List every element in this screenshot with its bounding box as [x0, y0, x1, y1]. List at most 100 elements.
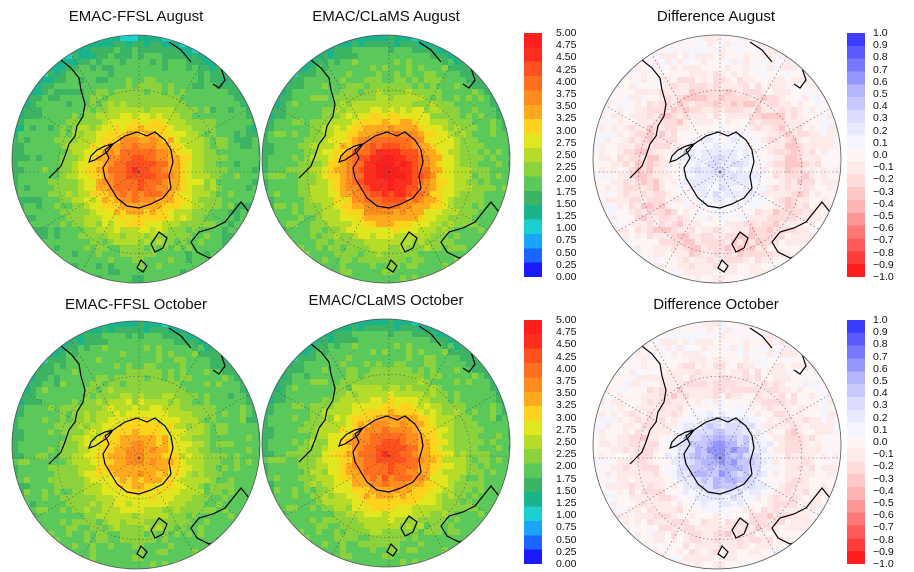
data-cell [623, 161, 630, 168]
data-cell [484, 263, 491, 270]
data-cell [466, 281, 473, 288]
data-cell [743, 89, 750, 96]
data-cell [18, 83, 25, 90]
data-cell [174, 221, 181, 228]
data-cell [198, 41, 205, 48]
data-cell [204, 95, 211, 102]
data-cell [424, 251, 431, 258]
data-cell [430, 221, 437, 228]
data-cell [755, 119, 762, 126]
data-cell [286, 65, 293, 72]
data-cell [262, 263, 269, 270]
data-cell [635, 113, 642, 120]
data-cell [490, 77, 497, 84]
data-cell [150, 65, 157, 72]
data-cell [623, 215, 630, 222]
data-cell [54, 101, 61, 108]
data-cell [78, 281, 85, 288]
data-cell [785, 167, 792, 174]
data-cell [508, 251, 515, 258]
data-cell [310, 191, 317, 198]
data-cell [204, 107, 211, 114]
data-cell [460, 149, 467, 156]
data-cell [743, 77, 750, 84]
data-cell [262, 65, 269, 72]
data-cell [204, 119, 211, 126]
data-cell [132, 41, 139, 48]
data-cell [186, 149, 193, 156]
data-cell [240, 59, 247, 66]
data-cell [496, 89, 503, 96]
data-cell [436, 173, 443, 180]
data-cell [743, 131, 750, 138]
data-cell [340, 113, 347, 120]
data-cell [222, 227, 229, 234]
data-cell [60, 173, 67, 180]
data-cell [370, 185, 377, 192]
data-cell [228, 65, 235, 72]
data-cell [623, 77, 630, 84]
data-cell [508, 77, 515, 84]
data-cell [743, 203, 750, 210]
data-cell [761, 203, 768, 210]
data-cell [222, 125, 229, 132]
data-cell [48, 233, 55, 240]
data-cell [304, 245, 311, 252]
data-cell [114, 251, 121, 258]
data-cell [761, 95, 768, 102]
data-cell [252, 137, 259, 144]
data-cell [412, 107, 419, 114]
data-cell [204, 101, 211, 108]
data-cell [210, 209, 217, 216]
data-cell [298, 281, 305, 288]
data-cell [400, 65, 407, 72]
data-cell [310, 95, 317, 102]
data-cell [114, 41, 121, 48]
data-cell [641, 221, 648, 228]
data-cell [12, 89, 19, 96]
data-cell [280, 269, 287, 276]
data-cell [228, 53, 235, 60]
data-cell [370, 101, 377, 108]
data-cell [803, 35, 810, 42]
data-cell [334, 35, 341, 42]
data-cell [629, 203, 636, 210]
data-cell [502, 221, 509, 228]
data-cell [430, 185, 437, 192]
data-cell [364, 239, 371, 246]
data-cell [316, 83, 323, 90]
data-cell [725, 125, 732, 132]
data-cell [454, 173, 461, 180]
data-cell [228, 263, 235, 270]
data-cell [779, 161, 786, 168]
data-cell [310, 41, 317, 48]
data-cell [406, 95, 413, 102]
data-cell [755, 227, 762, 234]
data-cell [382, 155, 389, 162]
data-cell [66, 77, 73, 84]
data-cell [370, 257, 377, 264]
colorbar-tick-label: 0.25 [556, 260, 576, 271]
data-cell [102, 125, 109, 132]
data-cell [737, 191, 744, 198]
data-cell [400, 113, 407, 120]
data-cell [370, 59, 377, 66]
data-cell [18, 215, 25, 222]
data-cell [418, 281, 425, 288]
data-cell [611, 119, 618, 126]
data-cell [286, 203, 293, 210]
data-cell [120, 227, 127, 234]
data-cell [737, 155, 744, 162]
data-cell [496, 191, 503, 198]
data-cell [340, 161, 347, 168]
data-cell [839, 83, 846, 90]
data-cell [228, 257, 235, 264]
data-cell [478, 245, 485, 252]
data-cell [454, 215, 461, 222]
data-cell [30, 113, 37, 120]
data-cell [280, 185, 287, 192]
data-cell [442, 209, 449, 216]
data-cell [328, 131, 335, 138]
data-cell [749, 137, 756, 144]
data-cell [66, 227, 73, 234]
